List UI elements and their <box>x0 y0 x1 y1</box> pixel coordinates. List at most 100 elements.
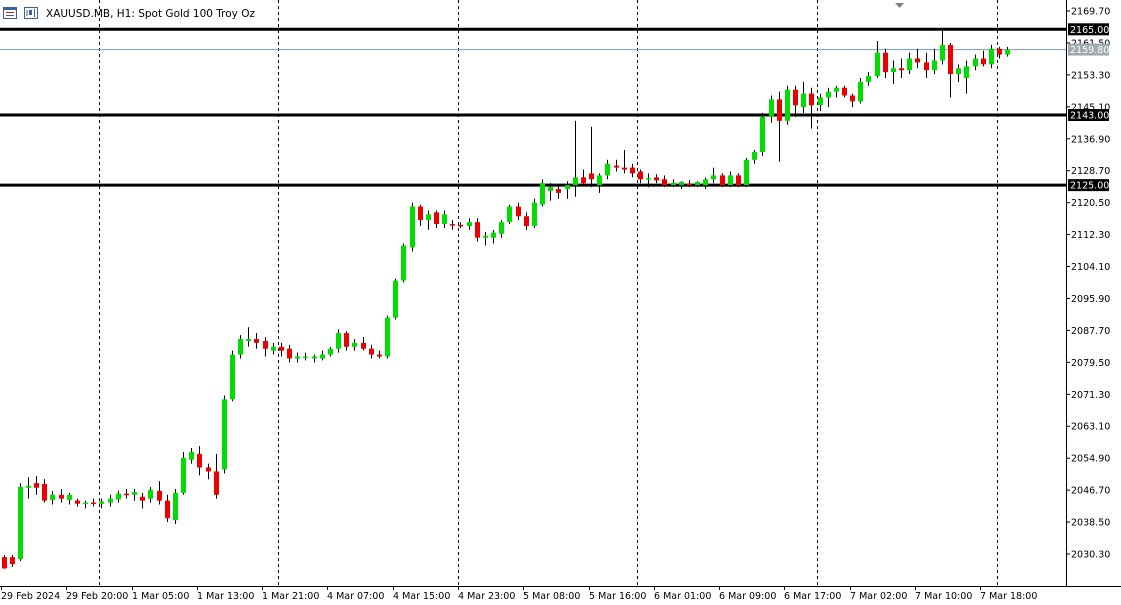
candle <box>989 44 994 69</box>
candle-body <box>42 483 47 501</box>
candle-body <box>679 182 684 186</box>
price-tick-label: 2169.70 <box>1071 7 1110 18</box>
candle <box>377 350 382 359</box>
price-tick-label: 2145.10 <box>1071 102 1110 113</box>
time-tick-label: 6 Mar 17:00 <box>784 591 841 602</box>
candle <box>385 315 390 359</box>
candle <box>442 210 447 228</box>
candle <box>91 498 96 507</box>
candle-body <box>165 500 170 519</box>
candle-body <box>475 222 480 238</box>
candle <box>842 85 847 98</box>
candle-body <box>507 206 512 223</box>
candle <box>279 342 284 357</box>
candle <box>793 85 798 117</box>
candle-body <box>99 501 104 504</box>
candle <box>524 212 529 230</box>
candle <box>418 204 423 227</box>
candle-body <box>189 451 194 460</box>
candle <box>605 159 610 180</box>
candle <box>99 498 104 509</box>
candle-body <box>834 87 839 92</box>
price-tick-label: 2095.90 <box>1071 294 1110 305</box>
candle <box>573 120 578 197</box>
candle <box>2 555 7 569</box>
candle-body <box>75 500 80 504</box>
candle-body <box>230 354 235 400</box>
price-tick-label: 2153.30 <box>1071 70 1110 81</box>
candle-body <box>491 232 496 238</box>
candle-body <box>458 224 463 227</box>
chart-shift-marker-icon[interactable] <box>895 3 904 8</box>
candle-body <box>662 179 667 186</box>
symbol-menu-icon[interactable] <box>3 7 17 19</box>
candle-body <box>654 177 659 181</box>
time-axis[interactable]: 29 Feb 2024 29 Feb 20:00 1 Mar 05:00 1 Mar … <box>1 586 1037 602</box>
candle <box>924 52 929 78</box>
candle-body <box>442 214 447 225</box>
candle-body <box>524 216 529 227</box>
candle-body <box>548 187 553 191</box>
price-tick-label: 2071.30 <box>1071 390 1110 401</box>
candle-body <box>924 62 929 71</box>
candle <box>26 477 31 499</box>
candle <box>581 169 586 186</box>
candle <box>238 335 243 359</box>
candle-body <box>361 342 366 349</box>
candle-body <box>295 356 300 359</box>
candle-body <box>10 557 15 565</box>
candle-body <box>352 342 357 347</box>
candle-body <box>263 340 268 349</box>
price-axis[interactable]: 2169.702161.502153.302145.102136.902128.… <box>1066 7 1110 561</box>
candle-body <box>401 245 406 281</box>
candle <box>148 487 153 503</box>
candle-body <box>2 557 7 569</box>
candle-body <box>981 58 986 65</box>
candle <box>450 220 455 230</box>
candle-body <box>573 177 578 186</box>
candle-body <box>369 348 374 355</box>
candle <box>899 58 904 78</box>
level-price-tag: 2165.00 <box>1068 23 1109 36</box>
candle-body <box>728 175 733 186</box>
candle-body <box>434 212 439 225</box>
current-price-tag: 2159.80 <box>1068 43 1109 56</box>
price-tags: 2165.00 2143.00 2125.00 2159.80 <box>1068 23 1109 192</box>
candle <box>915 48 920 69</box>
time-tick-label: 6 Mar 09:00 <box>719 591 776 602</box>
candle <box>654 174 659 184</box>
candle <box>42 479 47 503</box>
candle <box>589 126 594 188</box>
candle-body <box>410 206 415 248</box>
candle-body <box>899 68 904 71</box>
candle <box>769 95 774 123</box>
time-tick-label: 1 Mar 13:00 <box>197 591 254 602</box>
one-click-trading-icon[interactable] <box>24 7 38 19</box>
candle <box>981 50 986 67</box>
candle-body <box>769 99 774 117</box>
candle <box>614 159 619 172</box>
candle-body <box>499 222 504 234</box>
candle <box>475 218 480 242</box>
candle-body <box>671 182 676 186</box>
candle-body <box>271 346 276 351</box>
candle <box>401 243 406 283</box>
candle <box>622 150 627 174</box>
time-tick-label: 6 Mar 01:00 <box>654 591 711 602</box>
level-price-tag: 2125.00 <box>1068 179 1109 192</box>
candle <box>287 344 292 363</box>
candle <box>108 494 113 507</box>
candle <box>801 81 806 114</box>
time-tick-label: 4 Mar 07:00 <box>327 591 384 602</box>
candle <box>18 483 23 562</box>
candle-body <box>181 457 186 493</box>
candle-body <box>638 171 643 180</box>
time-tick-label: 7 Mar 02:00 <box>850 591 907 602</box>
candle-body <box>891 68 896 73</box>
price-tick-label: 2136.90 <box>1071 134 1110 145</box>
candle-body <box>875 52 880 77</box>
candle <box>59 488 64 503</box>
candle-body <box>695 182 700 186</box>
